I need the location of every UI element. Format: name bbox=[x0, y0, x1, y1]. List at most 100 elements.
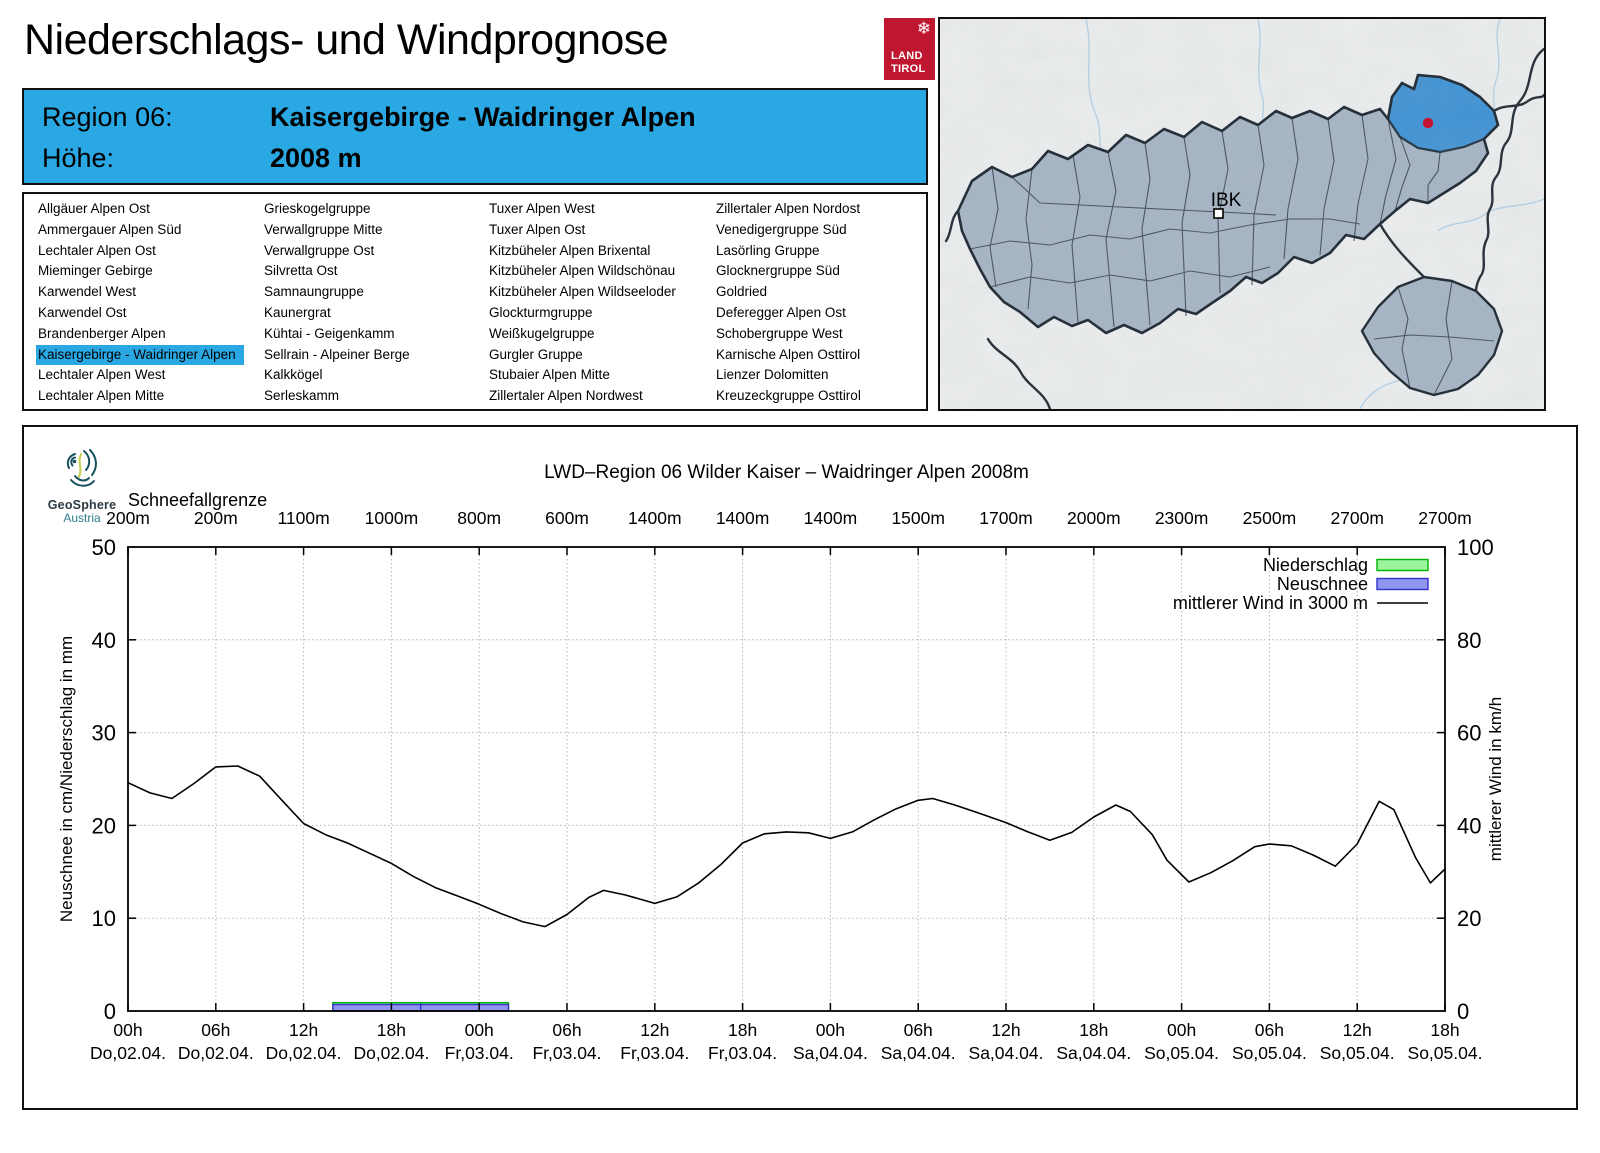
y-right-tick-label: 80 bbox=[1457, 628, 1481, 653]
region-list-item[interactable]: Lechtaler Alpen West bbox=[38, 367, 166, 383]
region-list: Allgäuer Alpen Ost Ammergauer Alpen Süd Le… bbox=[22, 192, 928, 411]
snowline-value: 1400m bbox=[628, 508, 682, 528]
y-right-tick-labels: 0 20 40 60 80 100 bbox=[1457, 535, 1494, 1024]
snowline-value: 2700m bbox=[1330, 508, 1384, 528]
x-tick-date: Sa,04.04. bbox=[793, 1043, 868, 1063]
geosphere-mark-icon bbox=[66, 449, 97, 487]
x-tick-date: Fr,03.04. bbox=[445, 1043, 514, 1063]
location-dot bbox=[1422, 117, 1434, 129]
region-list-item[interactable]: Samnaungruppe bbox=[264, 284, 364, 300]
tirol-map[interactable]: IBK bbox=[938, 17, 1546, 411]
y-right-axis-title: mittlerer Wind in km/h bbox=[1486, 697, 1505, 861]
region-list-item[interactable]: Sellrain - Alpeiner Berge bbox=[264, 346, 410, 362]
land-tirol-logo: ❄ LAND TIROL bbox=[884, 18, 935, 80]
neuschnee-bar bbox=[419, 1003, 510, 1012]
forecast-chart-svg: 0 10 20 30 40 50 0 20 40 60 80 100 00h Do,02.04. 06h Do… bbox=[57, 462, 1505, 1063]
x-tick-date: So,05.04. bbox=[1408, 1043, 1483, 1063]
region-list-item[interactable]: Lechtaler Alpen Mitte bbox=[38, 388, 165, 404]
region-list-item[interactable]: Serleskamm bbox=[264, 388, 340, 404]
wind-line bbox=[127, 765, 1446, 928]
region-list-item[interactable]: Karnische Alpen Osttirol bbox=[716, 346, 861, 362]
region-list-item[interactable]: Venedigergruppe Süd bbox=[716, 221, 847, 237]
state-border-lines bbox=[944, 47, 1546, 411]
y-left-axis-title: Neuschnee in cm/Niederschlag in mm bbox=[57, 636, 76, 922]
region-list-item[interactable]: Kreuzeckgruppe Osttirol bbox=[716, 388, 861, 404]
x-tick-time: 18h bbox=[377, 1020, 406, 1040]
region-list-item[interactable]: Deferegger Alpen Ost bbox=[716, 304, 846, 320]
region-list-item[interactable]: Kitzbüheler Alpen Wildschönau bbox=[489, 263, 676, 279]
region-list-item[interactable]: Kaunergrat bbox=[264, 304, 331, 320]
x-tick-date: Do,02.04. bbox=[266, 1043, 342, 1063]
region-list-item[interactable]: Verwallgruppe Ost bbox=[264, 242, 375, 258]
region-list-item[interactable]: Gurgler Gruppe bbox=[489, 346, 583, 362]
y-left-tick-label: 30 bbox=[92, 721, 116, 746]
snowline-value: 200m bbox=[106, 508, 150, 528]
snowline-value: 2300m bbox=[1155, 508, 1209, 528]
region-list-item[interactable]: Tuxer Alpen Ost bbox=[489, 221, 586, 237]
region-list-item[interactable]: Kalkkögel bbox=[264, 367, 323, 383]
snowline-value: 800m bbox=[457, 508, 501, 528]
region-list-item[interactable]: Kitzbüheler Alpen Brixental bbox=[489, 242, 651, 258]
snowline-values: 200m 200m 1100m 1000m 800m 600m 1400m 1400m 1400… bbox=[106, 508, 1472, 528]
region-list-item[interactable]: Schobergruppe West bbox=[716, 325, 843, 341]
y-left-tick-label: 50 bbox=[92, 535, 116, 560]
x-tick-time: 06h bbox=[904, 1020, 933, 1040]
region-list-item[interactable]: Lienzer Dolomitten bbox=[716, 367, 829, 383]
region-list-item[interactable]: Kühtai - Geigenkamm bbox=[264, 325, 395, 341]
x-tick-time: 18h bbox=[1430, 1020, 1459, 1040]
snowline-value: 600m bbox=[545, 508, 589, 528]
region-list-item[interactable]: Lechtaler Alpen Ost bbox=[38, 242, 156, 258]
region-list-item[interactable]: Brandenberger Alpen bbox=[38, 325, 166, 341]
tirol-map-svg: IBK bbox=[940, 18, 1546, 411]
snowline-value: 200m bbox=[194, 508, 238, 528]
legend-swatch-niederschlag bbox=[1376, 558, 1429, 572]
region-number-label: Region 06: bbox=[42, 102, 173, 132]
region-list-item[interactable]: Mieminger Gebirge bbox=[38, 263, 153, 279]
y-left-tick-label: 40 bbox=[92, 628, 116, 653]
y-right-tick-label: 40 bbox=[1457, 813, 1481, 838]
region-list-item[interactable]: Zillertaler Alpen Nordwest bbox=[489, 388, 643, 404]
region-list-item-selected[interactable]: Kaisergebirge - Waidringer Alpen bbox=[36, 344, 244, 366]
snowline-label: Schneefallgrenze bbox=[128, 490, 267, 510]
geosphere-sub: Austria bbox=[63, 511, 101, 525]
region-list-item[interactable]: Kitzbüheler Alpen Wildseeloder bbox=[489, 284, 676, 300]
region-list-item[interactable]: Karwendel Ost bbox=[38, 304, 127, 320]
region-list-column-4: Zillertaler Alpen Nordost Venedigergruppe… bbox=[714, 199, 926, 407]
region-list-column-1: Allgäuer Alpen Ost Ammergauer Alpen Süd Le… bbox=[36, 199, 262, 407]
x-tick-date: Do,02.04. bbox=[90, 1043, 166, 1063]
snowline-value: 1700m bbox=[979, 508, 1033, 528]
x-tick-time: 06h bbox=[1255, 1020, 1284, 1040]
snowline-value: 2000m bbox=[1067, 508, 1121, 528]
x-tick-date: Fr,03.04. bbox=[532, 1043, 601, 1063]
region-list-item[interactable]: Allgäuer Alpen Ost bbox=[38, 201, 150, 216]
region-list-item[interactable]: Glocknergruppe Süd bbox=[716, 263, 840, 279]
x-tick-time: 06h bbox=[552, 1020, 581, 1040]
x-tick-time: 18h bbox=[728, 1020, 757, 1040]
x-tick-date: Fr,03.04. bbox=[620, 1043, 689, 1063]
region-list-item[interactable]: Grieskogelgruppe bbox=[264, 201, 371, 216]
region-list-item[interactable]: Lasörling Gruppe bbox=[716, 242, 820, 258]
region-list-item[interactable]: Silvretta Ost bbox=[264, 263, 338, 279]
plot-frame bbox=[127, 546, 1446, 1012]
y-right-tick-label: 0 bbox=[1457, 999, 1469, 1024]
east-tirol-outline bbox=[1360, 275, 1504, 397]
y-left-tick-label: 20 bbox=[92, 813, 116, 838]
region-list-item[interactable]: Karwendel West bbox=[38, 284, 137, 300]
region-list-item[interactable]: Weißkugelgruppe bbox=[489, 325, 595, 341]
region-list-item[interactable]: Glockturmgruppe bbox=[489, 304, 593, 320]
ibk-marker bbox=[1213, 208, 1224, 219]
region-list-item[interactable]: Tuxer Alpen West bbox=[489, 201, 595, 216]
region-list-item[interactable]: Goldried bbox=[716, 284, 768, 300]
elevation-value: 2008 m bbox=[270, 143, 362, 173]
x-tick-time: 12h bbox=[640, 1020, 669, 1040]
region-list-item[interactable]: Verwallgruppe Mitte bbox=[264, 221, 383, 237]
region-list-item[interactable]: Ammergauer Alpen Süd bbox=[38, 221, 182, 237]
land-tirol-logo-text: LAND TIROL bbox=[891, 50, 926, 75]
logo-line2: TIROL bbox=[891, 62, 926, 75]
region-list-item[interactable]: Stubaier Alpen Mitte bbox=[489, 367, 610, 383]
precip-and-snow-bars bbox=[332, 1001, 510, 1012]
x-tick-date: So,05.04. bbox=[1320, 1043, 1395, 1063]
region-list-item[interactable]: Zillertaler Alpen Nordost bbox=[716, 201, 861, 216]
x-tick-labels: 00h Do,02.04. 06h Do,02.04. 12h Do,02.04. 18h D… bbox=[90, 1020, 1482, 1063]
